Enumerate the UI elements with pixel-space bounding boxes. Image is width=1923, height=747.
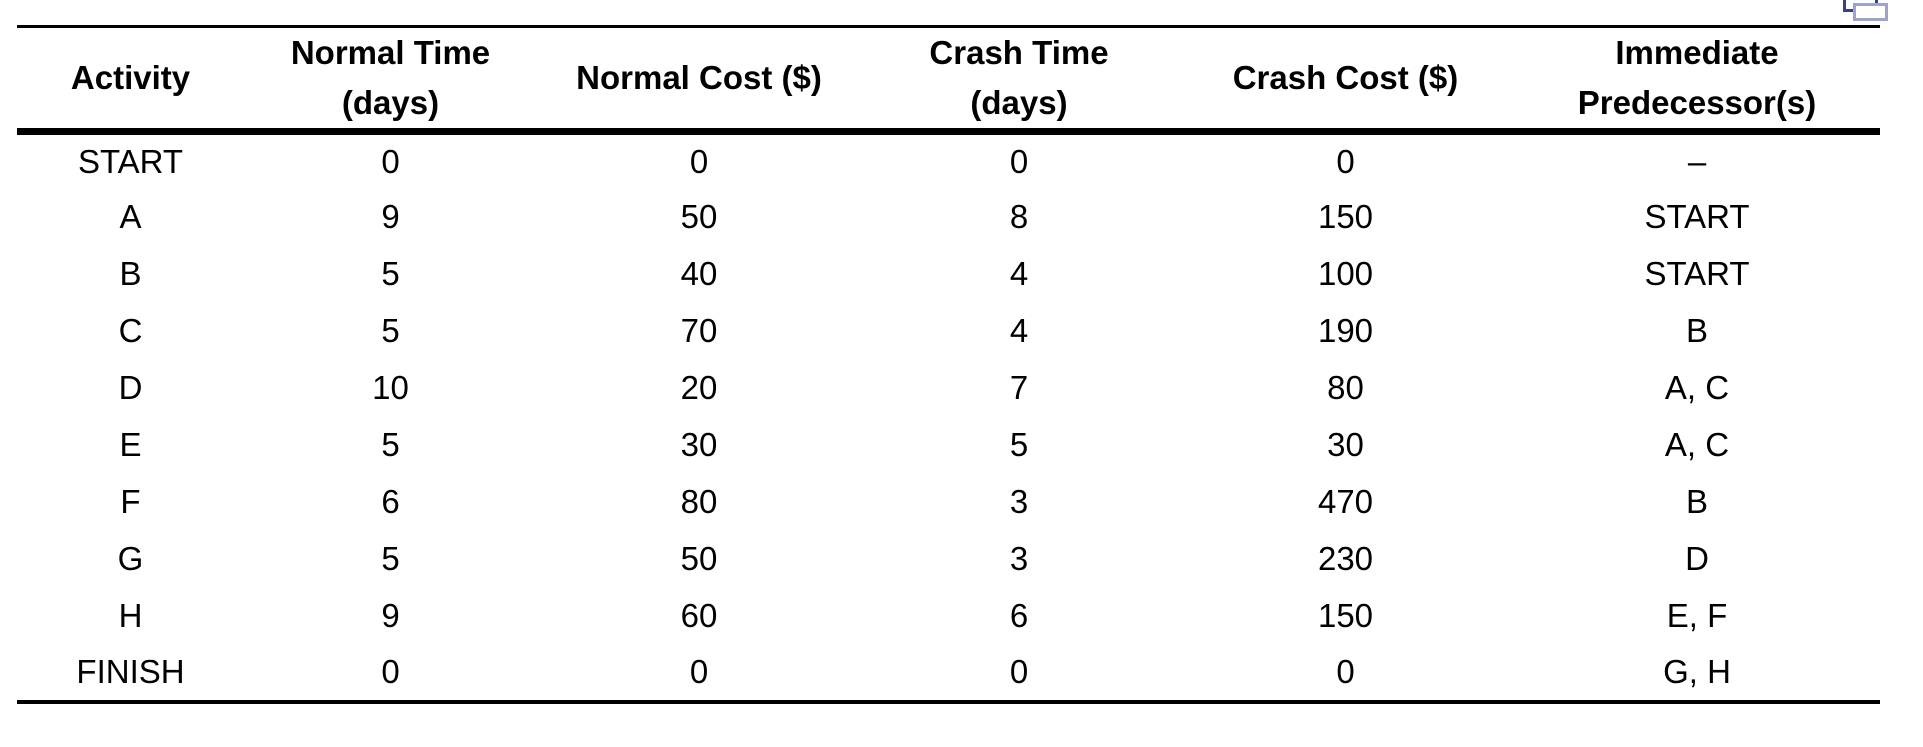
column-header-normal-cost: Normal Cost ($) xyxy=(537,26,861,135)
column-header-line: Immediate xyxy=(1615,34,1779,71)
cell-immediate-predecessors: A, C xyxy=(1664,369,1730,406)
column-header-line: Predecessor(s) xyxy=(1577,84,1817,121)
cell-crash-cost: 190 xyxy=(1317,312,1374,349)
cell-crash-time: 3 xyxy=(1009,540,1029,577)
cell-normal-time: 5 xyxy=(381,312,400,349)
cell-immediate-predecessors: G, H xyxy=(1663,653,1731,690)
cell-normal-time: 9 xyxy=(381,198,400,235)
cell-crash-cost: 230 xyxy=(1317,540,1374,577)
cell-crash-cost: 80 xyxy=(1327,369,1364,406)
cell-normal-time: 5 xyxy=(381,540,400,577)
table-header-row: Activity Normal Time (days) Normal Cost ($)… xyxy=(17,26,1880,135)
column-header-crash-time: Crash Time (days) xyxy=(861,26,1177,135)
cell-immediate-predecessors: D xyxy=(1685,540,1709,577)
cell-normal-time: 0 xyxy=(381,653,400,690)
column-header-line: (days) xyxy=(341,84,440,121)
cell-immediate-predecessors: B xyxy=(1685,483,1708,520)
overlapping-windows-icon[interactable] xyxy=(1842,0,1892,21)
cell-activity: B xyxy=(119,255,142,292)
activity-crash-table: Activity Normal Time (days) Normal Cost ($)… xyxy=(17,25,1880,704)
cell-activity: E xyxy=(119,426,142,463)
cell-activity: A xyxy=(119,198,142,235)
cell-activity: G xyxy=(117,540,144,577)
cell-activity: D xyxy=(118,369,143,406)
cell-immediate-predecessors: START xyxy=(1644,255,1750,292)
activity-crash-table-container: Activity Normal Time (days) Normal Cost ($)… xyxy=(17,25,1880,704)
table-row-start: START 0 0 0 0 – xyxy=(17,132,1880,189)
table-row-e: E 5 30 5 30 A, C xyxy=(17,417,1880,474)
cell-immediate-predecessors: A, C xyxy=(1664,426,1730,463)
cell-normal-cost: 0 xyxy=(689,653,709,690)
cell-activity: C xyxy=(118,312,143,349)
column-header-line: (days) xyxy=(970,84,1068,121)
cell-normal-time: 5 xyxy=(381,426,400,463)
table-row-b: B 5 40 4 100 START xyxy=(17,246,1880,303)
table-body: START 0 0 0 0– A 9 50 8 150 START B 5 40 4 100 START C 5 70… xyxy=(17,132,1880,702)
cell-activity: H xyxy=(118,597,143,634)
cell-activity: FINISH xyxy=(76,653,185,690)
table-header: Activity Normal Time (days) Normal Cost ($)… xyxy=(17,26,1880,135)
column-header-line: Crash Time xyxy=(929,34,1109,71)
cell-crash-cost: 150 xyxy=(1317,198,1374,235)
cell-activity: F xyxy=(120,483,141,520)
cell-normal-cost: 70 xyxy=(680,312,718,349)
cell-crash-time: 3 xyxy=(1009,483,1029,520)
cell-immediate-predecessors: B xyxy=(1685,312,1708,349)
column-header-line: Normal Time xyxy=(290,34,491,71)
overlapping-windows-icon-front xyxy=(1853,3,1888,21)
table-row-d: D 10 20 7 80 A, C xyxy=(17,360,1880,417)
table-row-a: A 9 50 8 150 START xyxy=(17,189,1880,246)
cell-crash-time: 7 xyxy=(1009,369,1029,406)
cell-crash-cost: 470 xyxy=(1317,483,1374,520)
table-row-c: C 5 70 4 190 B xyxy=(17,303,1880,360)
cell-immediate-predecessors: START xyxy=(1644,198,1750,235)
cell-crash-time: 5 xyxy=(1009,426,1029,463)
cell-normal-cost: 60 xyxy=(680,597,718,634)
column-header-immediate-predecessors: Immediate Predecessor(s) xyxy=(1514,26,1880,135)
cell-crash-cost: 0 xyxy=(1336,142,1355,180)
cell-immediate-predecessors: – xyxy=(1687,142,1707,180)
cell-normal-time: 10 xyxy=(372,369,409,406)
cell-crash-time: 4 xyxy=(1009,255,1029,292)
cell-crash-time: 8 xyxy=(1009,198,1029,235)
cell-crash-cost: 150 xyxy=(1317,597,1374,634)
cell-normal-cost: 40 xyxy=(680,255,718,292)
cell-normal-time: 0 xyxy=(381,142,400,180)
cell-normal-cost: 80 xyxy=(680,483,718,520)
cell-normal-cost: 30 xyxy=(680,426,718,463)
cell-immediate-predecessors: E, F xyxy=(1666,597,1728,634)
table-row-f: F 6 80 3 470 B xyxy=(17,474,1880,531)
table-row-g: G 5 50 3 230 D xyxy=(17,531,1880,588)
cell-activity: START xyxy=(77,142,184,180)
cell-crash-cost: 30 xyxy=(1327,426,1364,463)
column-header-normal-time: Normal Time (days) xyxy=(244,26,537,135)
column-header-activity: Activity xyxy=(17,26,244,135)
column-header-crash-cost: Crash Cost ($) xyxy=(1177,26,1514,135)
table-row-finish: FINISH 0 0 0 0 G, H xyxy=(17,645,1880,702)
cell-normal-cost: 20 xyxy=(680,369,718,406)
column-header-line: Crash Cost ($) xyxy=(1232,59,1459,96)
cell-crash-time: 4 xyxy=(1009,312,1029,349)
cell-crash-time: 6 xyxy=(1009,597,1029,634)
cell-normal-cost: 50 xyxy=(680,198,718,235)
column-header-line: Normal Cost ($) xyxy=(576,59,822,96)
cell-normal-time: 9 xyxy=(381,597,400,634)
cell-normal-cost: 0 xyxy=(689,142,709,180)
cell-normal-time: 5 xyxy=(381,255,400,292)
cell-crash-cost: 0 xyxy=(1336,653,1355,690)
cell-crash-time: 0 xyxy=(1009,142,1029,180)
column-header-line: Activity xyxy=(70,59,191,96)
cell-crash-time: 0 xyxy=(1009,653,1029,690)
cell-normal-cost: 50 xyxy=(680,540,718,577)
cell-normal-time: 6 xyxy=(381,483,400,520)
table-row-h: H 9 60 6 150 E, F xyxy=(17,588,1880,645)
cell-crash-cost: 100 xyxy=(1317,255,1374,292)
